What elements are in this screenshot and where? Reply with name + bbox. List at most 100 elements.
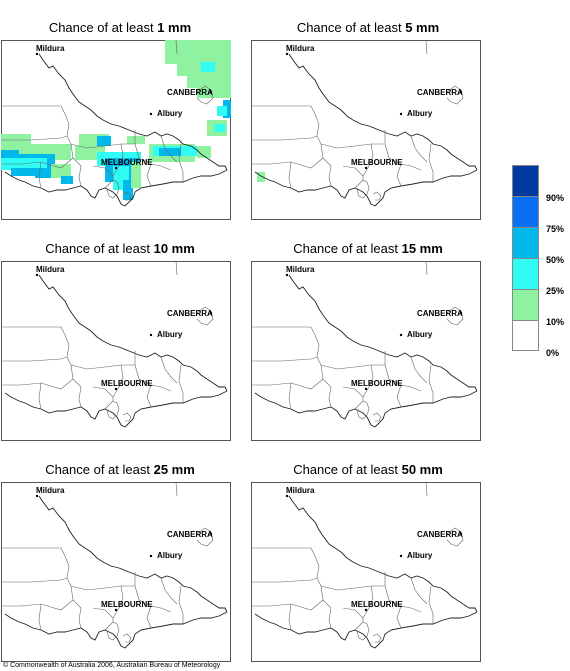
district-boundary: [320, 364, 332, 408]
albury-label: Albury: [157, 551, 183, 560]
district-boundary: [410, 356, 428, 384]
canberra-label: CANBERRA: [167, 88, 213, 97]
panel-title-25mm: Chance of at least 25 mm: [0, 462, 240, 478]
mildura-label: Mildura: [36, 486, 65, 495]
district-boundary: [104, 400, 120, 420]
district-boundary: [428, 143, 434, 182]
district-boundary: [104, 179, 120, 199]
map-panel-50mm: Mildura CANBERRA Albury MELBOURNE: [251, 481, 481, 662]
probability-cell: [61, 176, 73, 184]
title-amount: 50 mm: [401, 462, 443, 477]
title-prefix: Chance of at least: [293, 462, 402, 477]
map-canvas: [251, 260, 481, 441]
melbourne-label: MELBOURNE: [351, 379, 403, 388]
albury-marker: [399, 333, 403, 337]
probability-cell: [215, 124, 225, 132]
district-boundary: [1, 577, 68, 583]
canberra-marker: [459, 311, 463, 315]
district-boundary: [38, 382, 42, 410]
legend-swatch-0: [512, 320, 539, 351]
canberra-marker: [209, 532, 213, 536]
albury-label: Albury: [157, 330, 183, 339]
probability-cell: [187, 76, 231, 88]
albury-marker: [149, 333, 153, 337]
map-canvas: [251, 481, 481, 662]
district-boundary: [70, 364, 135, 370]
district-boundary: [104, 621, 120, 641]
district-boundary: [146, 605, 152, 629]
state-boundary: [254, 611, 478, 649]
district-boundary: [122, 412, 132, 422]
district-boundary: [196, 306, 214, 326]
state-boundary: [254, 169, 478, 207]
state-boundary: [38, 274, 228, 392]
district-boundary: [92, 386, 114, 401]
mildura-marker: [35, 52, 39, 56]
probability-cell: [165, 40, 231, 64]
map-frame: [1, 482, 231, 662]
melbourne-marker: [364, 166, 368, 170]
title-amount: 1 mm: [157, 20, 192, 35]
district-boundary: [320, 585, 332, 629]
district-boundary: [310, 547, 322, 587]
district-boundary: [362, 364, 374, 398]
state-boundary: [38, 495, 228, 613]
district-boundary: [354, 179, 370, 199]
district-boundary: [112, 364, 124, 398]
district-boundary: [410, 135, 428, 163]
mildura-marker: [285, 273, 289, 277]
probability-cell: [197, 146, 211, 158]
district-boundary: [146, 384, 152, 408]
district-boundary: [288, 603, 292, 631]
district-boundary: [122, 191, 132, 201]
district-boundary: [1, 356, 68, 362]
albury-marker: [149, 112, 153, 116]
legend-swatch-75: [512, 196, 539, 227]
district-boundary: [310, 105, 322, 145]
map-panel-15mm: Mildura CANBERRA Albury MELBOURNE: [251, 260, 481, 441]
canberra-label: CANBERRA: [167, 530, 213, 539]
legend-swatch-90: [512, 165, 539, 196]
mildura-label: Mildura: [286, 44, 315, 53]
melbourne-label: MELBOURNE: [351, 600, 403, 609]
state-boundary: [288, 495, 478, 613]
melbourne-marker: [114, 166, 118, 170]
district-boundary: [196, 527, 214, 547]
map-panel-1mm: Mildura CANBERRA Albury MELBOURNE: [1, 39, 231, 220]
legend-label-75: 75%: [546, 224, 565, 234]
district-boundary: [320, 364, 385, 370]
district-boundary: [396, 384, 402, 408]
probability-legend: [512, 165, 539, 351]
district-boundary: [175, 481, 178, 497]
district-boundary: [425, 39, 428, 55]
albury-marker: [149, 554, 153, 558]
district-boundary: [251, 135, 318, 141]
district-boundary: [175, 39, 178, 55]
title-prefix: Chance of at least: [48, 20, 158, 35]
canberra-label: CANBERRA: [417, 309, 463, 318]
state-boundary: [254, 390, 478, 428]
map-frame: [251, 40, 481, 220]
melbourne-marker: [364, 387, 368, 391]
canberra-label: CANBERRA: [417, 530, 463, 539]
district-boundary: [112, 143, 124, 177]
district-boundary: [160, 356, 178, 384]
mildura-marker: [35, 494, 39, 498]
title-prefix: Chance of at least: [293, 241, 402, 256]
district-boundary: [288, 161, 292, 189]
district-boundary: [70, 585, 82, 629]
legend-label-90: 90%: [546, 193, 565, 203]
district-boundary: [92, 165, 114, 180]
canberra-marker: [209, 90, 213, 94]
mildura-marker: [285, 52, 289, 56]
canberra-label: CANBERRA: [417, 88, 463, 97]
state-boundary: [288, 274, 478, 392]
map-panel-25mm: Mildura CANBERRA Albury MELBOURNE: [1, 481, 231, 662]
district-boundary: [320, 585, 385, 591]
map-canvas: [251, 39, 481, 220]
district-boundary: [372, 633, 382, 643]
district-boundary: [60, 326, 72, 366]
district-boundary: [428, 585, 434, 624]
legend-label-0: 0%: [546, 348, 560, 358]
district-boundary: [446, 85, 464, 105]
